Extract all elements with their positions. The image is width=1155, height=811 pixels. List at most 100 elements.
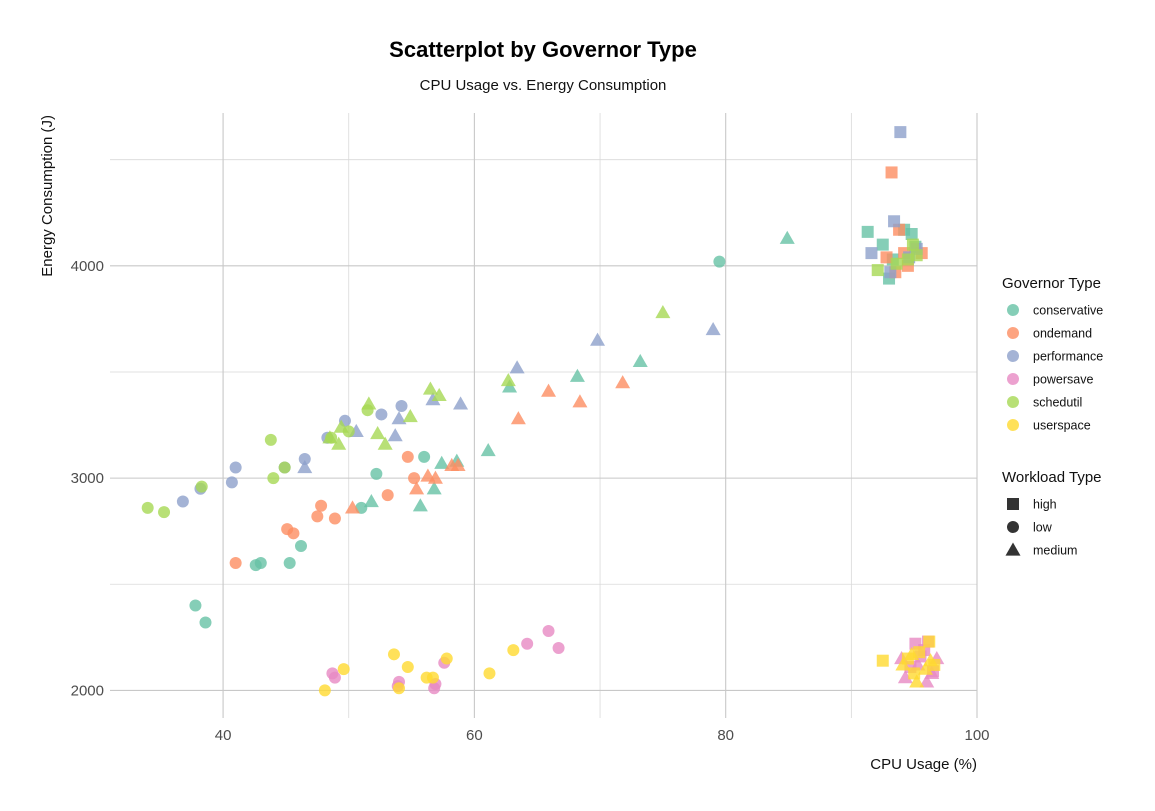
data-point-userspace (483, 667, 496, 680)
data-point-performance (391, 411, 407, 425)
data-point-performance (894, 126, 907, 139)
legend-key-schedutil (1007, 396, 1019, 408)
data-point-conservative (412, 498, 428, 512)
data-point-userspace (337, 663, 350, 676)
data-point-userspace (895, 657, 911, 671)
data-point-performance (425, 392, 441, 406)
data-point-ondemand (572, 394, 588, 408)
data-point-conservative (779, 230, 795, 244)
data-point-schedutil (431, 387, 447, 401)
data-point-userspace (917, 661, 933, 675)
x-axis-title: CPU Usage (%) (870, 756, 977, 773)
data-point-ondemand (409, 481, 425, 495)
data-point-conservative (861, 225, 874, 238)
data-point-conservative (254, 557, 267, 570)
legend-label-powersave: powersave (1033, 373, 1093, 387)
data-point-powersave (521, 637, 534, 650)
data-point-userspace (507, 644, 520, 657)
data-point-schedutil (402, 409, 418, 423)
data-point-ondemand (381, 489, 394, 502)
legend-label-conservative: conservative (1033, 304, 1103, 318)
axis-ticks: 40 60 80 100 2000 3000 4000 (71, 258, 990, 744)
data-point-userspace (923, 635, 936, 648)
data-point-userspace (923, 653, 939, 667)
data-point-conservative (189, 599, 202, 612)
data-point-performance (453, 396, 469, 410)
data-point-performance (395, 399, 408, 412)
data-point-conservative (480, 443, 496, 457)
y-tick-label: 4000 (71, 258, 104, 275)
legend-label-low: low (1033, 521, 1053, 535)
data-point-schedutil (264, 433, 277, 446)
legend-label-userspace: userspace (1033, 419, 1091, 433)
data-point-userspace (426, 671, 439, 684)
data-point-schedutil (278, 461, 291, 474)
data-point-schedutil (267, 472, 280, 485)
data-point-userspace (393, 682, 405, 695)
legend-key-powersave (1007, 373, 1019, 385)
data-point-powersave (897, 670, 913, 684)
data-point-conservative (363, 493, 379, 508)
data-point-schedutil (655, 305, 671, 319)
data-point-performance (509, 360, 525, 374)
legend-key-userspace (1007, 419, 1019, 431)
y-tick-label: 3000 (71, 470, 104, 487)
legend-label-performance: performance (1033, 350, 1103, 364)
data-point-conservative (434, 455, 450, 469)
data-point-powersave (552, 641, 565, 654)
data-point-userspace (401, 661, 414, 674)
data-point-schedutil (361, 396, 377, 410)
data-point-ondemand (450, 457, 466, 472)
data-point-schedutil (333, 419, 349, 433)
data-point-ondemand (541, 383, 557, 397)
data-point-conservative (418, 450, 431, 463)
data-point-schedutil (370, 426, 386, 440)
data-point-conservative (876, 238, 889, 251)
legend-label-ondemand: ondemand (1033, 327, 1092, 341)
data-point-powersave (919, 674, 935, 688)
data-point-schedutil (158, 506, 171, 519)
data-point-ondemand (287, 527, 300, 540)
x-tick-label: 80 (717, 727, 734, 744)
data-point-ondemand (427, 470, 443, 484)
data-point-schedutil (322, 430, 338, 444)
data-point-ondemand (880, 251, 893, 264)
data-point-ondemand (311, 510, 324, 523)
data-point-userspace (904, 646, 920, 660)
data-point-schedutil (422, 381, 438, 395)
data-point-performance (387, 428, 403, 442)
data-point-powersave (542, 624, 555, 637)
data-point-conservative (905, 228, 918, 240)
data-point-ondemand (615, 375, 631, 389)
data-point-schedutil (890, 257, 903, 270)
data-point-performance (590, 332, 606, 346)
x-tick-label: 60 (466, 727, 483, 744)
data-point-conservative (199, 616, 212, 629)
x-tick-label: 100 (964, 727, 989, 744)
data-point-conservative (370, 467, 383, 480)
data-point-userspace (440, 652, 453, 665)
data-point-ondemand (229, 557, 242, 570)
data-point-performance (375, 408, 388, 421)
legend: Governor Type conservative ondemand perform… (1002, 275, 1103, 558)
data-point-conservative (713, 255, 726, 268)
data-point-schedutil (331, 436, 347, 450)
data-point-performance (297, 460, 313, 474)
y-axis-title: Energy Consumption (J) (39, 115, 56, 277)
legend-label-schedutil: schedutil (1033, 396, 1082, 410)
legend-label-medium: medium (1033, 544, 1077, 558)
data-point-ondemand (510, 411, 526, 425)
data-point-performance (865, 247, 878, 260)
data-point-conservative (294, 540, 307, 553)
data-point-performance (229, 461, 242, 474)
data-point-performance (225, 476, 238, 489)
data-point-schedutil (377, 436, 393, 450)
legend-key-low (1007, 521, 1019, 533)
data-point-schedutil (910, 249, 923, 262)
legend-key-conservative (1007, 304, 1019, 316)
data-point-schedutil (141, 501, 154, 514)
data-point-performance (888, 215, 901, 228)
legend-title-governor: Governor Type (1002, 275, 1101, 292)
legend-key-medium (1005, 542, 1021, 556)
